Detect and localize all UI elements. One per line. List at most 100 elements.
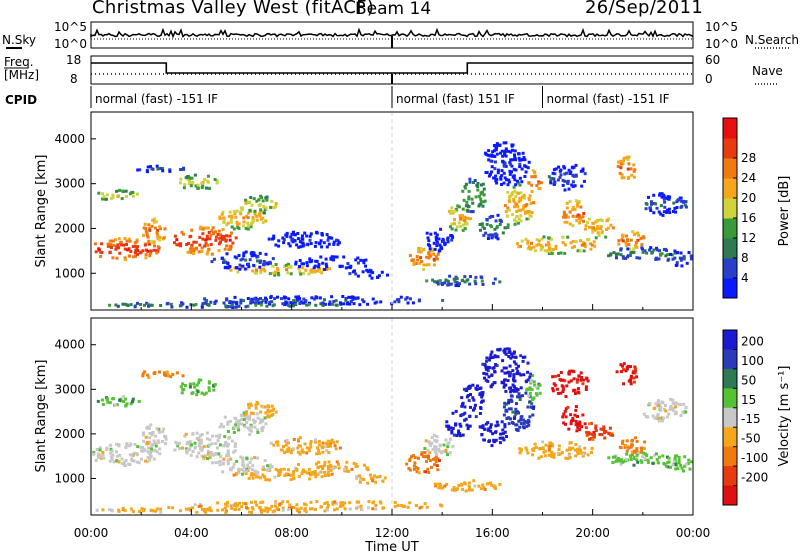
velocity-pixel	[120, 462, 124, 466]
velocity-pixel	[153, 441, 157, 445]
power-pixel	[99, 254, 103, 258]
power-colorbar-tick: 28	[741, 151, 756, 165]
power-pixel	[524, 204, 528, 208]
power-pixel	[467, 195, 471, 199]
power-pixel	[464, 182, 468, 186]
power-pixel	[583, 245, 587, 249]
velocity-pixel	[109, 455, 113, 459]
power-pixel	[497, 143, 501, 147]
power-pixel	[632, 247, 636, 251]
velocity-pixel	[325, 501, 329, 505]
power-pixel	[235, 305, 239, 309]
velocity-pixel	[433, 449, 437, 453]
velocity-pixel	[288, 503, 292, 507]
velocity-pixel	[287, 508, 291, 512]
velocity-pixel	[435, 464, 439, 468]
velocity-pixel	[576, 387, 580, 391]
power-pixel	[675, 251, 679, 255]
power-pixel	[215, 181, 219, 185]
power-pixel	[301, 266, 305, 270]
velocity-pixel	[569, 419, 573, 423]
power-pixel	[151, 218, 155, 222]
power-pixel	[428, 247, 432, 251]
velocity-pixel	[502, 381, 506, 384]
velocity-pixel	[436, 457, 440, 461]
power-pixel	[554, 247, 558, 250]
velocity-pixel	[524, 379, 528, 383]
power-pixel	[155, 251, 159, 255]
power-pixel	[335, 239, 338, 243]
power-pixel	[511, 213, 515, 217]
velocity-pixel	[96, 452, 100, 456]
power-pixel	[297, 266, 301, 270]
power-pixel	[201, 232, 205, 236]
power-pixel	[511, 158, 515, 162]
velocity-pixel	[266, 507, 270, 511]
power-pixel	[665, 210, 669, 214]
power-pixel	[640, 243, 644, 247]
power-pixel	[395, 298, 399, 302]
power-pixel	[589, 226, 593, 229]
velocity-pixel	[273, 475, 277, 479]
velocity-pixel	[181, 374, 185, 378]
power-colorbar-swatch	[723, 158, 737, 179]
velocity-pixel	[508, 386, 512, 390]
velocity-pixel	[567, 372, 571, 376]
noise-right-tick-top: 10^5	[705, 20, 738, 34]
velocity-pixel	[452, 486, 456, 489]
velocity-pixel	[661, 401, 665, 405]
velocity-pixel	[461, 487, 465, 491]
velocity-pixel	[297, 474, 301, 478]
power-pixel	[347, 295, 351, 299]
power-pixel	[109, 239, 113, 243]
power-pixel	[493, 277, 497, 281]
velocity-pixel	[97, 455, 100, 459]
velocity-pixel	[567, 452, 571, 456]
velocity-pixel	[629, 378, 632, 382]
power-colorbar-swatch	[723, 118, 737, 139]
power-pixel	[264, 196, 268, 200]
velocity-pixel	[408, 468, 412, 472]
power-pixel	[440, 283, 444, 286]
velocity-pixel	[310, 470, 314, 474]
power-pixel	[417, 246, 421, 250]
power-pixel	[238, 210, 242, 214]
velocity-pixel	[674, 412, 678, 416]
velocity-pixel	[634, 367, 637, 371]
velocity-pixel	[250, 500, 253, 504]
velocity-pixel	[157, 430, 161, 434]
power-pixel	[622, 176, 626, 180]
velocity-pixel	[574, 454, 578, 458]
power-pixel	[206, 243, 210, 247]
velocity-pixel	[358, 480, 362, 484]
power-pixel	[436, 282, 440, 286]
velocity-pixel	[251, 418, 255, 422]
velocity-pixel	[116, 454, 120, 458]
power-pixel	[224, 304, 228, 308]
power-pixel	[256, 298, 260, 302]
velocity-pixel	[430, 441, 434, 445]
power-pixel	[123, 256, 127, 260]
velocity-pixel	[478, 387, 482, 390]
power-pixel	[258, 212, 262, 216]
velocity-pixel	[677, 402, 681, 406]
power-pixel	[523, 196, 527, 200]
velocity-pixel	[512, 360, 516, 364]
power-pixel	[520, 239, 524, 243]
power-pixel	[649, 200, 653, 204]
power-pixel	[515, 215, 519, 218]
power-pixel	[154, 249, 158, 253]
velocity-pixel	[590, 447, 594, 451]
power-pixel	[600, 231, 604, 235]
power-pixel	[330, 255, 334, 259]
power-pixel	[168, 168, 172, 172]
power-pixel	[200, 250, 204, 253]
velocity-pixel	[319, 505, 323, 509]
power-pixel	[198, 227, 202, 231]
velocity-pixel	[530, 388, 534, 392]
power-pixel	[282, 238, 286, 242]
power-pixel	[220, 212, 224, 216]
power-pixel	[115, 245, 119, 249]
velocity-pixel	[320, 475, 324, 479]
velocity-pixel	[459, 424, 463, 428]
